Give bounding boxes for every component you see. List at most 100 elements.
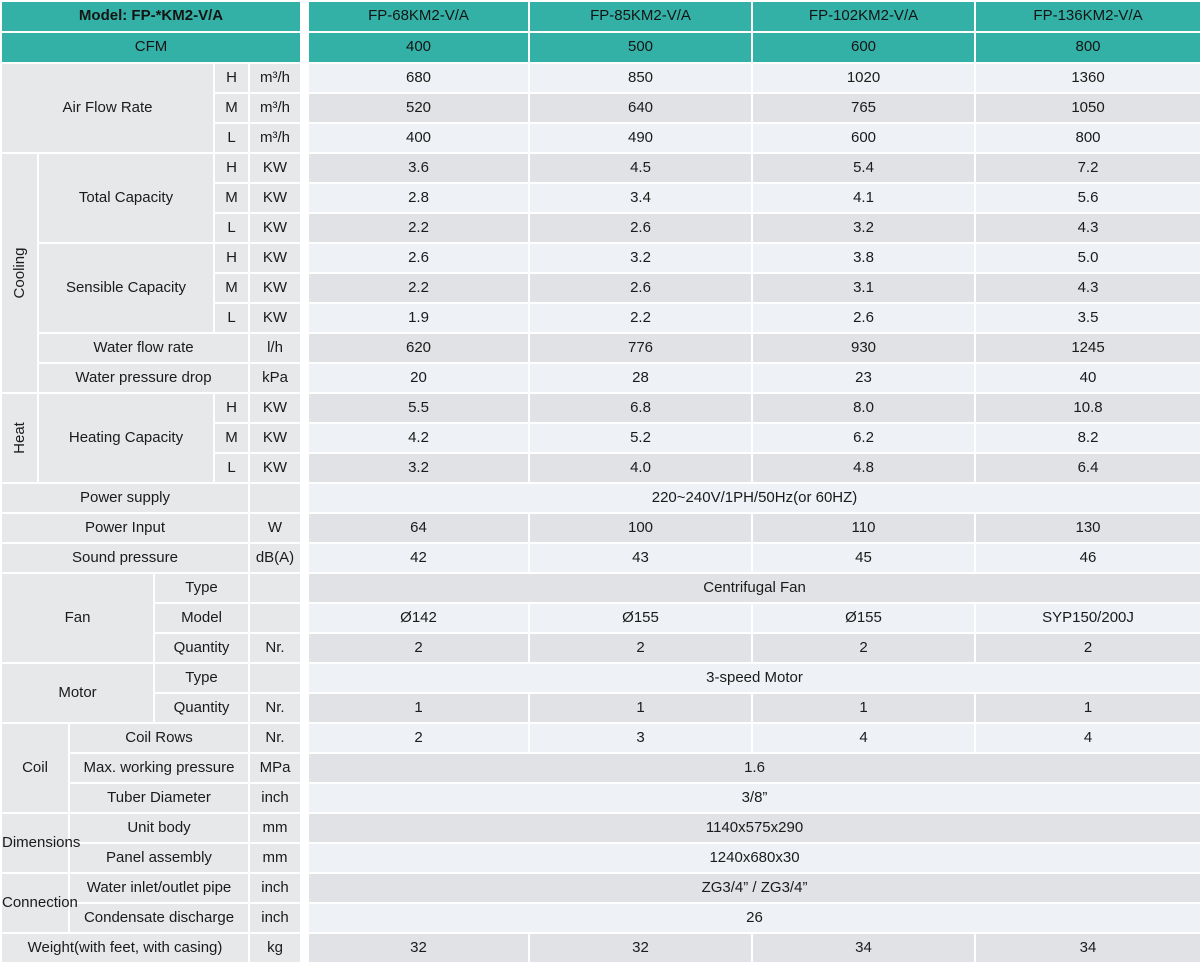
water-inlet-outlet-pipe-label: Water inlet/outlet pipe — [68, 872, 250, 904]
tuber-diameter-label: Tuber Diameter — [68, 782, 250, 814]
value-cell: 2 — [307, 632, 531, 664]
speed-label: L — [213, 212, 250, 244]
value-cell: 4.2 — [307, 422, 531, 454]
value-cell: 1 — [528, 692, 754, 724]
air-flow-rate-label: Air Flow Rate — [0, 62, 215, 154]
water-pressure-drop-label: Water pressure drop — [37, 362, 250, 394]
empty-unit-cell — [247, 482, 303, 514]
connection-section-label: Connection — [0, 872, 78, 934]
value-cell: 4.3 — [974, 212, 1200, 244]
dimensions-section-label: Dimensions — [0, 812, 80, 874]
value-cell: 2.2 — [307, 212, 531, 244]
value-cell: 7.2 — [974, 152, 1200, 184]
unit-label: Nr. — [247, 632, 303, 664]
unit-label: kg — [247, 932, 303, 964]
value-cell: Ø142 — [307, 602, 531, 634]
power-supply-value: 220~240V/1PH/50Hz(or 60HZ) — [307, 482, 1200, 514]
value-cell: 490 — [528, 122, 754, 154]
weight-label: Weight(with feet, with casing) — [0, 932, 250, 964]
value-cell: 800 — [974, 122, 1200, 154]
value-cell: 34 — [751, 932, 977, 964]
value-cell: Ø155 — [528, 602, 754, 634]
value-cell: 4.3 — [974, 272, 1200, 304]
value-cell: 4.1 — [751, 182, 977, 214]
unit-label: KW — [247, 182, 303, 214]
value-cell: 1 — [751, 692, 977, 724]
motor-type-value: 3-speed Motor — [307, 662, 1200, 694]
value-cell: 3.5 — [974, 302, 1200, 334]
unit-label: mm — [247, 842, 303, 874]
value-cell: 4 — [974, 722, 1200, 754]
value-cell: 5.5 — [307, 392, 531, 424]
unit-label: KW — [247, 272, 303, 304]
tuber-diameter-value: 3/8” — [307, 782, 1200, 814]
value-cell: 5.2 — [528, 422, 754, 454]
value-cell: SYP150/200J — [974, 602, 1200, 634]
water-inlet-outlet-pipe-value: ZG3/4” / ZG3/4” — [307, 872, 1200, 904]
value-cell: 850 — [528, 62, 754, 94]
unit-label: inch — [247, 872, 303, 904]
unit-label: inch — [247, 902, 303, 934]
value-cell: 3 — [528, 722, 754, 754]
motor-section-label: Motor — [0, 662, 155, 724]
value-cell: 10.8 — [974, 392, 1200, 424]
value-cell: 2 — [751, 632, 977, 664]
value-cell: Ø155 — [751, 602, 977, 634]
value-cell: 520 — [307, 92, 531, 124]
unit-label: KW — [247, 212, 303, 244]
unit-label: m³/h — [247, 92, 303, 124]
value-cell: 46 — [974, 542, 1200, 574]
value-cell: 8.2 — [974, 422, 1200, 454]
value-cell: 130 — [974, 512, 1200, 544]
value-cell: 2.6 — [307, 242, 531, 274]
column-header-model-1: FP-68KM2-V/A — [307, 0, 531, 33]
value-cell: 1245 — [974, 332, 1200, 364]
value-cell: 3.6 — [307, 152, 531, 184]
unit-label: W — [247, 512, 303, 544]
speed-label: H — [213, 152, 250, 184]
column-header-model-4: FP-136KM2-V/A — [974, 0, 1200, 33]
condensate-discharge-value: 26 — [307, 902, 1200, 934]
value-cell: 4.8 — [751, 452, 977, 484]
value-cell: 2.6 — [528, 272, 754, 304]
value-cell: 3.2 — [751, 212, 977, 244]
empty-unit-cell — [247, 662, 303, 694]
value-cell: 2 — [528, 632, 754, 664]
value-cell: 4.5 — [528, 152, 754, 184]
value-cell: 5.6 — [974, 182, 1200, 214]
power-input-label: Power Input — [0, 512, 250, 544]
value-cell: 2.6 — [751, 302, 977, 334]
value-cell: 6.8 — [528, 392, 754, 424]
value-cell: 100 — [528, 512, 754, 544]
unit-label: KW — [247, 302, 303, 334]
unit-label: Nr. — [247, 692, 303, 724]
value-cell: 32 — [528, 932, 754, 964]
unit-body-value: 1140x575x290 — [307, 812, 1200, 844]
value-cell: 640 — [528, 92, 754, 124]
value-cell: 2.8 — [307, 182, 531, 214]
unit-label: KW — [247, 452, 303, 484]
unit-label: m³/h — [247, 62, 303, 94]
fan-quantity-label: Quantity — [153, 632, 250, 664]
value-cell: 23 — [751, 362, 977, 394]
speed-label: M — [213, 272, 250, 304]
value-cell: 6.2 — [751, 422, 977, 454]
cfm-label: CFM — [0, 31, 303, 64]
speed-label: M — [213, 422, 250, 454]
total-capacity-label: Total Capacity — [37, 152, 215, 244]
value-cell: 3.1 — [751, 272, 977, 304]
value-cell: 20 — [307, 362, 531, 394]
value-cell: 620 — [307, 332, 531, 364]
fan-model-label: Model — [153, 602, 250, 634]
value-cell: 5.4 — [751, 152, 977, 184]
value-cell: 45 — [751, 542, 977, 574]
value-cell: 765 — [751, 92, 977, 124]
cooling-section-label: Cooling — [0, 152, 39, 394]
value-cell: 930 — [751, 332, 977, 364]
unit-label: l/h — [247, 332, 303, 364]
unit-label: mm — [247, 812, 303, 844]
unit-label: Nr. — [247, 722, 303, 754]
speed-label: H — [213, 62, 250, 94]
